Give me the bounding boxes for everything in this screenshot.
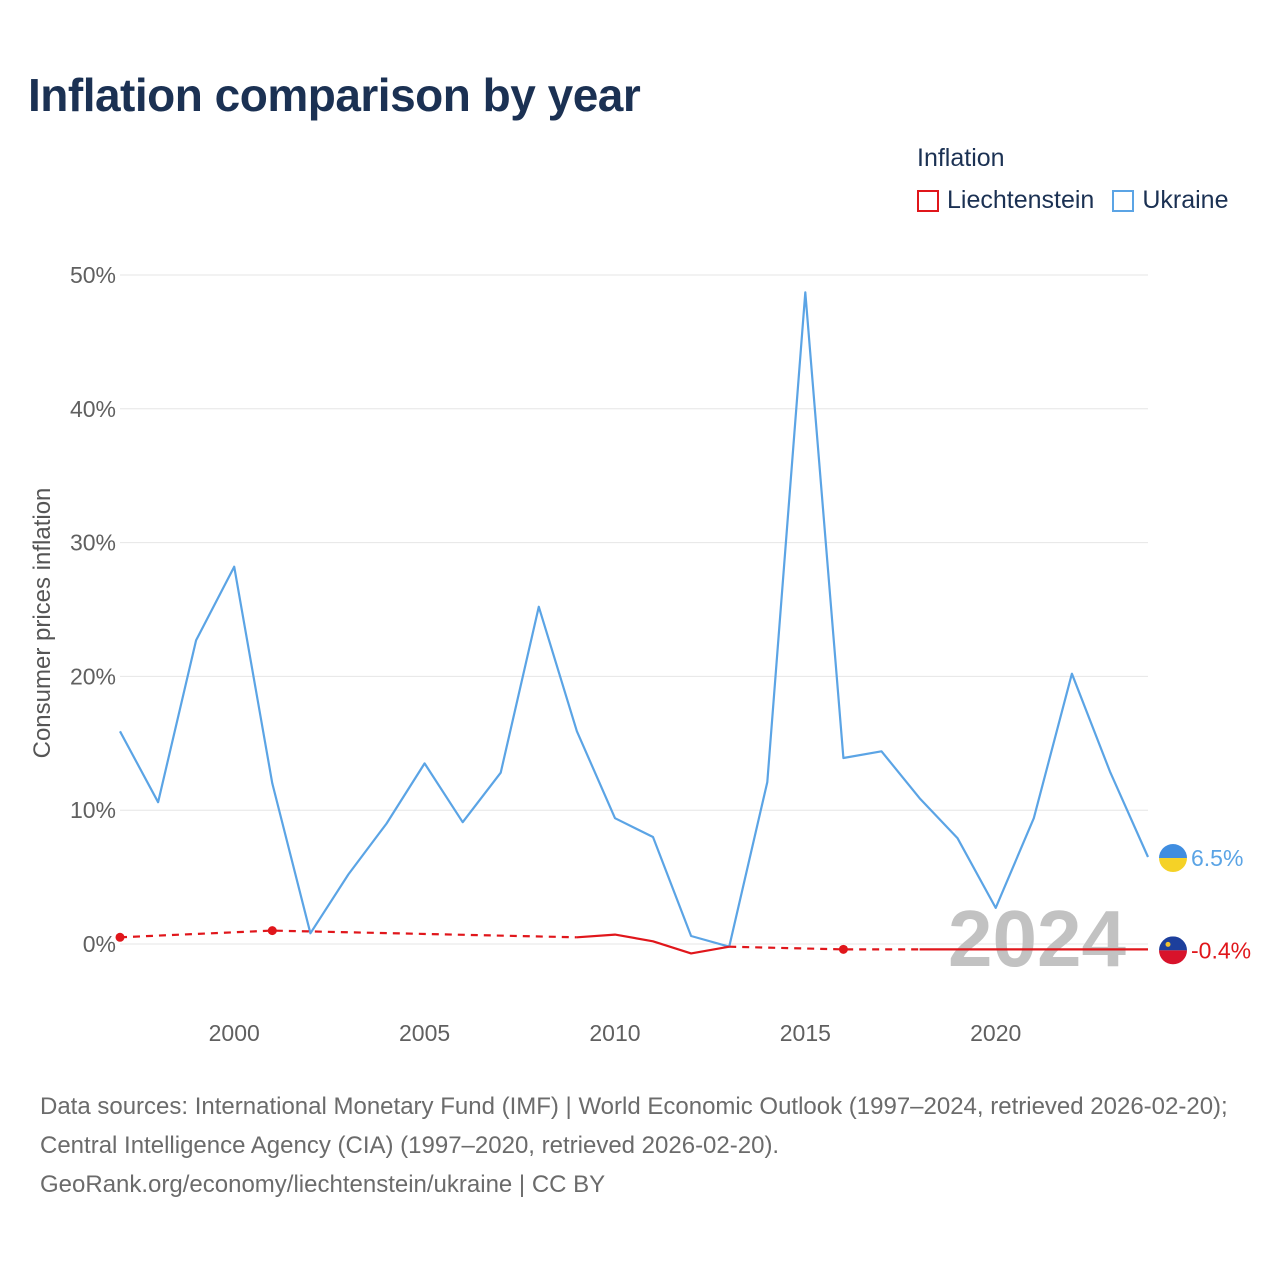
legend-label-liechtenstein: Liechtenstein: [947, 186, 1095, 214]
y-tick-label: 0%: [83, 931, 116, 957]
legend-label-ukraine: Ukraine: [1142, 186, 1229, 214]
ukraine-flag-yellow: [1159, 858, 1187, 873]
gridlines: [120, 274, 1148, 945]
y-tick-label: 20%: [70, 663, 116, 689]
series-line-ukraine: [119, 291, 1150, 948]
footer-credit: GeoRank.org/economy/liechtenstein/ukrain…: [40, 1171, 606, 1198]
x-tick-label: 2005: [399, 1020, 450, 1046]
legend-swatch-liechtenstein: [917, 189, 939, 212]
series-layer: [115, 291, 1150, 955]
x-tick-label: 2000: [209, 1020, 260, 1046]
data-point-liechtenstein-1997: [115, 932, 125, 942]
x-tick-label: 2010: [589, 1020, 640, 1046]
y-tick-label: 10%: [70, 797, 116, 823]
legend-title: Inflation: [917, 144, 1005, 172]
x-tick-label: 2020: [970, 1020, 1021, 1046]
x-axis-ticks: 2000 2005 2010 2015 2020: [209, 1020, 1022, 1046]
footer-sources: Data sources: International Monetary Fun…: [40, 1093, 1228, 1159]
legend-swatch-ukraine: [1112, 189, 1135, 212]
legend-item-liechtenstein[interactable]: Liechtenstein: [917, 186, 1094, 215]
chart-title: Inflation comparison by year: [28, 69, 641, 121]
liechtenstein-flag-blue: [1159, 936, 1187, 951]
legend-item-ukraine[interactable]: Ukraine: [1112, 186, 1228, 215]
y-tick-label: 40%: [70, 396, 116, 422]
y-axis-ticks: 0% 10% 20% 30% 40% 50%: [70, 262, 116, 957]
end-labels: 6.5% -0.4%: [1159, 844, 1251, 965]
y-axis-label: Consumer prices inflation: [29, 488, 56, 759]
y-tick-label: 50%: [70, 262, 116, 288]
year-watermark: 2024: [948, 894, 1126, 983]
series-line-liechtenstein-segment-1: [576, 933, 730, 955]
series-line-liechtenstein-segment-2: [729, 945, 920, 951]
ukraine-flag-blue: [1159, 844, 1187, 859]
end-label-ukraine: 6.5%: [1191, 845, 1243, 871]
data-point-liechtenstein-2001: [267, 926, 277, 936]
liechtenstein-flag-icon: [1159, 936, 1187, 965]
end-label-liechtenstein: -0.4%: [1191, 937, 1251, 963]
liechtenstein-crown-icon: [1165, 941, 1171, 947]
legend: Liechtenstein Ukraine: [917, 186, 1228, 215]
line-chart: 0% 10% 20% 30% 40% 50% 2000 2005 2010 2015 2020 C…: [29, 262, 1251, 1046]
series-line-liechtenstein-segment-0: [119, 929, 577, 939]
footer: Data sources: International Monetary Fun…: [40, 1087, 1250, 1204]
x-tick-label: 2015: [780, 1020, 831, 1046]
data-point-liechtenstein-2016: [838, 944, 848, 954]
ukraine-flag-icon: [1159, 844, 1187, 873]
liechtenstein-flag-red: [1159, 950, 1187, 965]
y-tick-label: 30%: [70, 530, 116, 556]
